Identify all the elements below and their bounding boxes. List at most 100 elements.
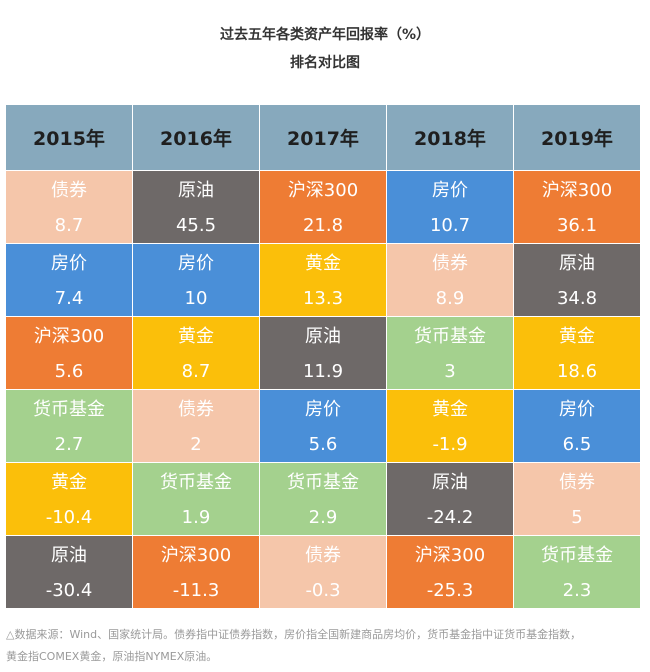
return-value: 21.8 — [302, 215, 344, 236]
asset-name: 房价 — [432, 180, 468, 201]
asset-cell: 原油 45.5 — [132, 170, 260, 244]
year-header-row: 2015年 2016年 2017年 2018年 2019年 — [5, 104, 641, 171]
return-value: 5.6 — [54, 361, 84, 382]
return-value: -11.3 — [172, 580, 220, 601]
asset-name: 房价 — [178, 253, 214, 274]
data-source-footnote: △数据来源：Wind、国家统计局。债券指中证债券指数，房价指全国新建商品房均价，… — [6, 624, 646, 668]
asset-name: 债券 — [178, 399, 214, 420]
return-value: -1.9 — [432, 434, 468, 455]
year-header-0: 2015年 — [5, 104, 133, 171]
return-value: 18.6 — [556, 361, 598, 382]
asset-cell: 货币基金 2.7 — [5, 389, 133, 463]
asset-name: 原油 — [305, 326, 341, 347]
asset-name: 沪深300 — [33, 326, 105, 347]
return-value: -24.2 — [426, 507, 474, 528]
return-value: -0.3 — [305, 580, 341, 601]
asset-cell: 原油 -24.2 — [386, 462, 514, 536]
return-value: -10.4 — [45, 507, 93, 528]
asset-cell: 沪深300 -25.3 — [386, 535, 514, 609]
asset-name: 债券 — [305, 545, 341, 566]
asset-cell: 沪深300 21.8 — [259, 170, 387, 244]
year-header-4: 2019年 — [513, 104, 641, 171]
return-value: -25.3 — [426, 580, 474, 601]
chart-subtitle: 排名对比图 — [290, 55, 360, 71]
asset-cell: 黄金 8.7 — [132, 316, 260, 390]
asset-cell: 黄金 13.3 — [259, 243, 387, 317]
asset-cell: 沪深300 36.1 — [513, 170, 641, 244]
asset-cell: 债券 -0.3 — [259, 535, 387, 609]
asset-name: 货币基金 — [160, 472, 232, 493]
year-header-2: 2017年 — [259, 104, 387, 171]
asset-name: 房价 — [305, 399, 341, 420]
asset-name: 房价 — [559, 399, 595, 420]
return-value: 13.3 — [302, 288, 344, 309]
chart-title: 过去五年各类资产年回报率（%） — [219, 27, 431, 43]
returns-ranking-table: 2015年 2016年 2017年 2018年 2019年 债券 8.7 原油 45.5 沪深3… — [5, 104, 641, 609]
return-value: 5.6 — [308, 434, 338, 455]
return-value: 3 — [444, 361, 456, 382]
asset-cell: 房价 6.5 — [513, 389, 641, 463]
return-value: 2.7 — [54, 434, 84, 455]
footnote-line-2: 黄金指COMEX黄金，原油指NYMEX原油。 — [6, 650, 218, 663]
asset-name: 债券 — [51, 180, 87, 201]
return-value: 1.9 — [181, 507, 211, 528]
asset-cell: 债券 8.7 — [5, 170, 133, 244]
footnote-line-1: △数据来源：Wind、国家统计局。债券指中证债券指数，房价指全国新建商品房均价，… — [6, 628, 582, 641]
asset-name: 沪深300 — [414, 545, 486, 566]
asset-cell: 货币基金 2.3 — [513, 535, 641, 609]
return-value: 7.4 — [54, 288, 84, 309]
return-value: 2.9 — [308, 507, 338, 528]
asset-cell: 债券 8.9 — [386, 243, 514, 317]
asset-cell: 原油 34.8 — [513, 243, 641, 317]
rank-row-3: 沪深300 5.6 黄金 8.7 原油 11.9 货币基金 3 黄金 18.6 — [5, 316, 641, 390]
return-value: 45.5 — [175, 215, 217, 236]
asset-cell: 黄金 18.6 — [513, 316, 641, 390]
asset-name: 原油 — [432, 472, 468, 493]
asset-name: 原油 — [51, 545, 87, 566]
ranking-rows: 债券 8.7 原油 45.5 沪深300 21.8 房价 10.7 沪深300 36.1 房价 7.4… — [5, 170, 641, 609]
year-header-1: 2016年 — [132, 104, 260, 171]
asset-cell: 沪深300 5.6 — [5, 316, 133, 390]
asset-name: 黄金 — [305, 253, 341, 274]
asset-cell: 原油 -30.4 — [5, 535, 133, 609]
asset-name: 货币基金 — [414, 326, 486, 347]
asset-cell: 房价 10.7 — [386, 170, 514, 244]
asset-name: 沪深300 — [160, 545, 232, 566]
asset-name: 黄金 — [559, 326, 595, 347]
asset-cell: 原油 11.9 — [259, 316, 387, 390]
asset-cell: 债券 5 — [513, 462, 641, 536]
rank-row-2: 房价 7.4 房价 10 黄金 13.3 债券 8.9 原油 34.8 — [5, 243, 641, 317]
asset-name: 原油 — [559, 253, 595, 274]
asset-name: 货币基金 — [33, 399, 105, 420]
asset-name: 货币基金 — [287, 472, 359, 493]
asset-cell: 房价 10 — [132, 243, 260, 317]
asset-cell: 债券 2 — [132, 389, 260, 463]
asset-cell: 货币基金 2.9 — [259, 462, 387, 536]
rank-row-1: 债券 8.7 原油 45.5 沪深300 21.8 房价 10.7 沪深300 36.1 — [5, 170, 641, 244]
return-value: 34.8 — [556, 288, 598, 309]
asset-cell: 货币基金 1.9 — [132, 462, 260, 536]
return-value: 10 — [184, 288, 208, 309]
return-value: 36.1 — [556, 215, 598, 236]
asset-name: 货币基金 — [541, 545, 613, 566]
asset-cell: 黄金 -10.4 — [5, 462, 133, 536]
asset-name: 债券 — [432, 253, 468, 274]
return-value: 6.5 — [562, 434, 592, 455]
year-header-3: 2018年 — [386, 104, 514, 171]
asset-name: 沪深300 — [287, 180, 359, 201]
return-value: 8.7 — [54, 215, 84, 236]
rank-row-4: 货币基金 2.7 债券 2 房价 5.6 黄金 -1.9 房价 6.5 — [5, 389, 641, 463]
return-value: 2.3 — [562, 580, 592, 601]
asset-cell: 房价 7.4 — [5, 243, 133, 317]
asset-name: 原油 — [178, 180, 214, 201]
asset-name: 债券 — [559, 472, 595, 493]
asset-name: 房价 — [51, 253, 87, 274]
asset-name: 沪深300 — [541, 180, 613, 201]
return-value: 10.7 — [429, 215, 471, 236]
rank-row-6: 原油 -30.4 沪深300 -11.3 债券 -0.3 沪深300 -25.3 货币基金 2.3 — [5, 535, 641, 609]
asset-name: 黄金 — [51, 472, 87, 493]
return-value: 8.9 — [435, 288, 465, 309]
return-value: 5 — [571, 507, 583, 528]
return-value: 11.9 — [302, 361, 344, 382]
asset-cell: 沪深300 -11.3 — [132, 535, 260, 609]
